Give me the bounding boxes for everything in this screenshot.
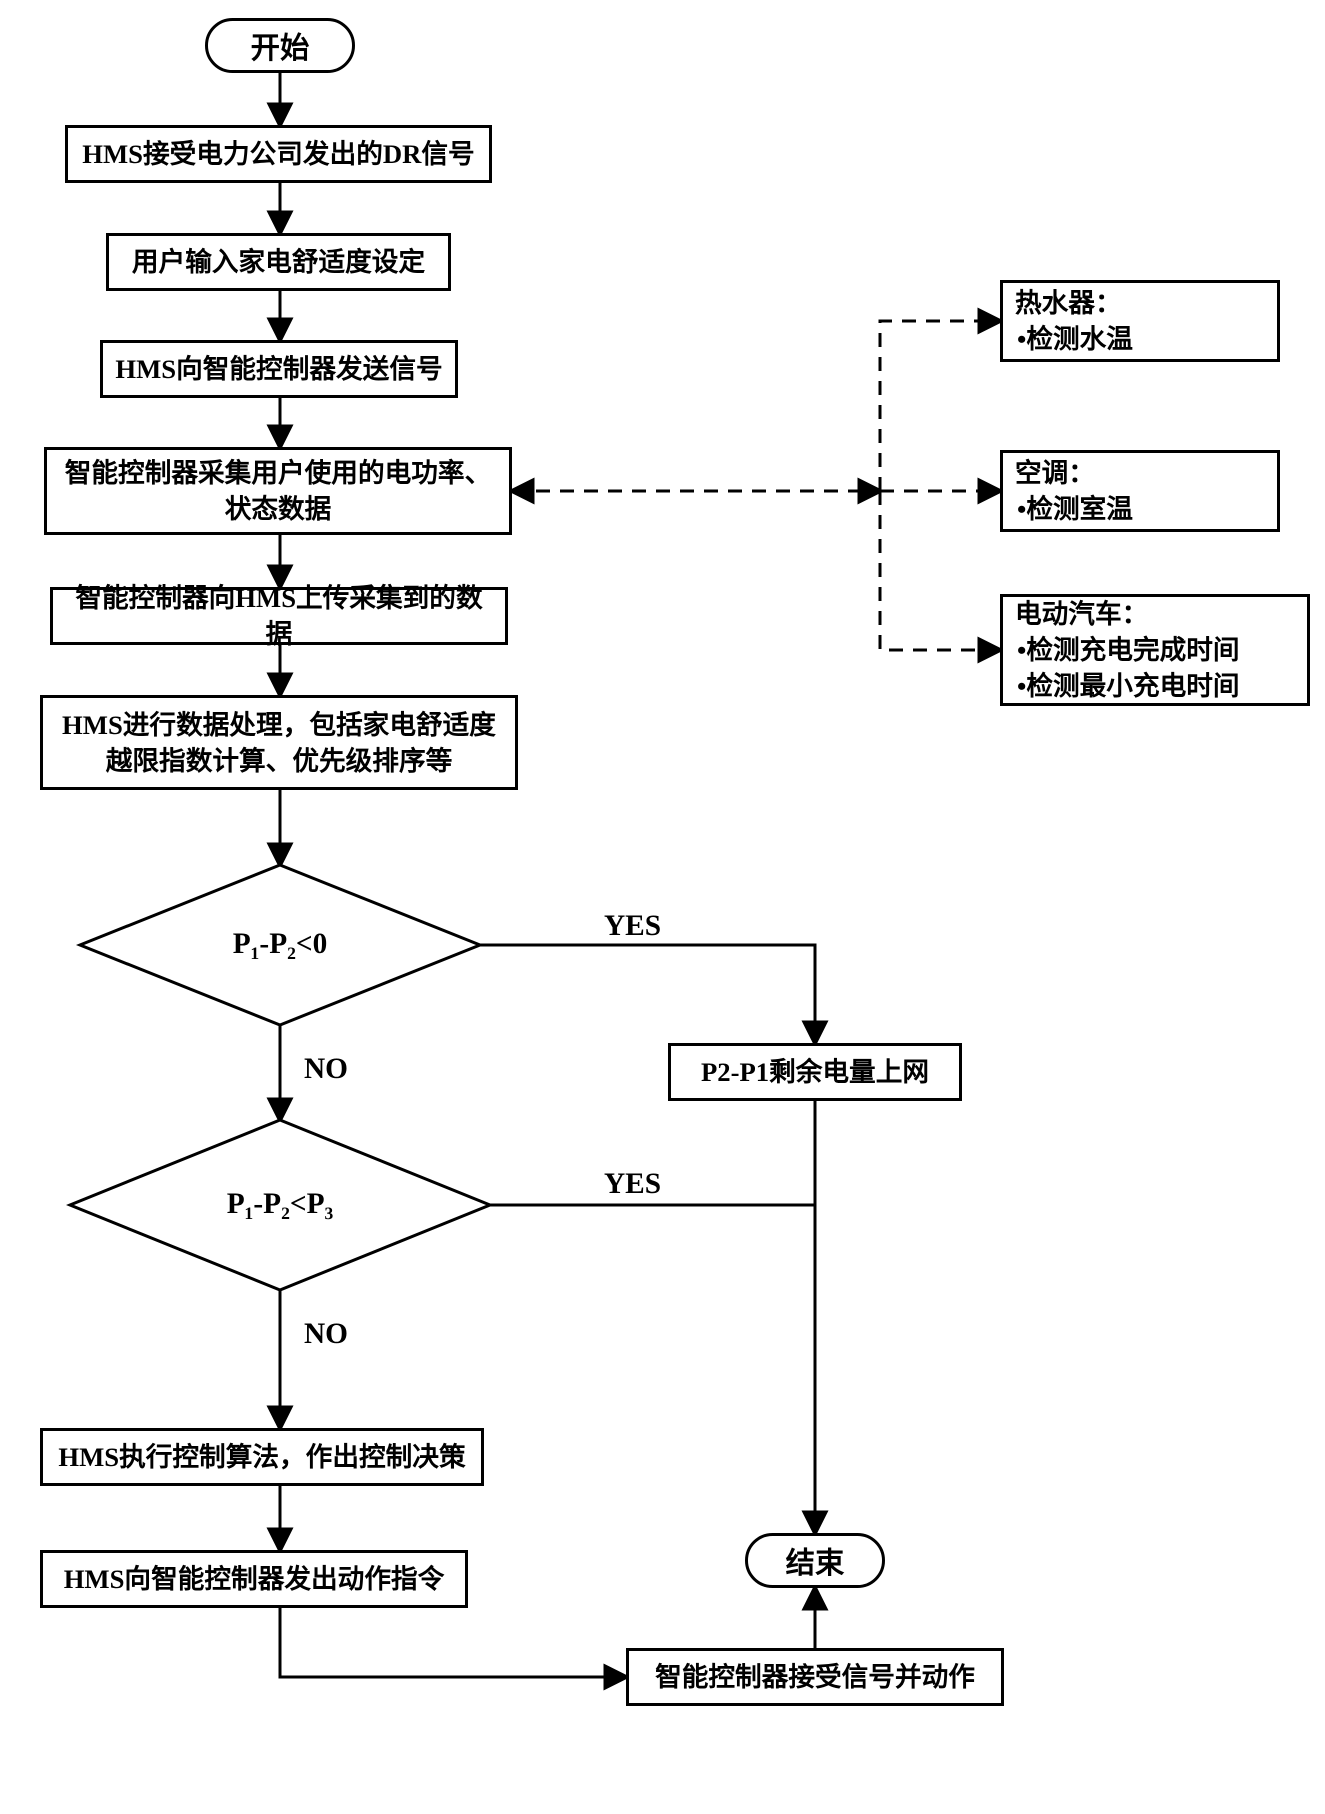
p3-text: HMS向智能控制器发送信号 xyxy=(115,351,442,387)
p5-text: 智能控制器向HMS上传采集到的数据 xyxy=(65,580,493,652)
process-p10: 智能控制器接受信号并动作 xyxy=(626,1648,1004,1706)
end-terminator: 结束 xyxy=(745,1533,885,1588)
p8-text: HMS执行控制算法，作出控制决策 xyxy=(58,1439,465,1475)
side-box-ac: 空调： •检测室温 xyxy=(1000,450,1280,532)
p6-text: HMS进行数据处理，包括家电舒适度越限指数计算、优先级排序等 xyxy=(55,707,503,779)
edge xyxy=(280,1608,626,1677)
p4-text: 智能控制器采集用户使用的电功率、状态数据 xyxy=(59,455,497,527)
process-p7: P2-P1剩余电量上网 xyxy=(668,1043,962,1101)
process-p9: HMS向智能控制器发出动作指令 xyxy=(40,1550,468,1608)
edge xyxy=(490,1205,815,1500)
edge xyxy=(880,321,1000,491)
d2-yes-text: YES xyxy=(604,1168,661,1200)
side-box-ev: 电动汽车： •检测充电完成时间 •检测最小充电时间 xyxy=(1000,594,1310,706)
end-label: 结束 xyxy=(786,1540,845,1582)
s3-line-1: •检测最小充电时间 xyxy=(1015,668,1240,704)
d2-label: P₁-P₂<P₃ xyxy=(227,1188,334,1220)
s3-line-0: •检测充电完成时间 xyxy=(1015,632,1240,668)
s1-line-0: •检测水温 xyxy=(1015,321,1133,357)
process-p5: 智能控制器向HMS上传采集到的数据 xyxy=(50,587,508,645)
d1-label: P₁-P₂<0 xyxy=(233,928,328,960)
process-p2: 用户输入家电舒适度设定 xyxy=(106,233,451,291)
p7-text: P2-P1剩余电量上网 xyxy=(701,1054,929,1090)
d1-yes-text: YES xyxy=(604,910,661,942)
p10-text: 智能控制器接受信号并动作 xyxy=(655,1659,975,1695)
d1-no-text: NO xyxy=(304,1053,348,1085)
s3-title: 电动汽车： xyxy=(1015,596,1240,632)
process-p8: HMS执行控制算法，作出控制决策 xyxy=(40,1428,484,1486)
d1-yes-label: YES xyxy=(600,910,665,943)
s2-line-0: •检测室温 xyxy=(1015,491,1133,527)
process-p6: HMS进行数据处理，包括家电舒适度越限指数计算、优先级排序等 xyxy=(40,695,518,790)
edge xyxy=(880,491,1000,650)
process-p1: HMS接受电力公司发出的DR信号 xyxy=(65,125,492,183)
start-terminator: 开始 xyxy=(205,18,355,73)
d1-no-label: NO xyxy=(300,1053,352,1086)
p9-text: HMS向智能控制器发出动作指令 xyxy=(64,1561,445,1597)
s2-title: 空调： xyxy=(1015,455,1133,491)
process-p4: 智能控制器采集用户使用的电功率、状态数据 xyxy=(44,447,512,535)
decision-d2-text: P₁-P₂<P₃ xyxy=(170,1188,390,1221)
process-p3: HMS向智能控制器发送信号 xyxy=(100,340,458,398)
s1-title: 热水器： xyxy=(1015,285,1133,321)
d2-yes-label: YES xyxy=(600,1168,665,1201)
d2-no-text: NO xyxy=(304,1318,348,1350)
start-label: 开始 xyxy=(251,25,310,67)
p2-text: 用户输入家电舒适度设定 xyxy=(132,244,425,280)
p1-text: HMS接受电力公司发出的DR信号 xyxy=(82,136,474,172)
decision-d1-text: P₁-P₂<0 xyxy=(180,928,380,961)
d2-no-label: NO xyxy=(300,1318,352,1351)
side-box-heater: 热水器： •检测水温 xyxy=(1000,280,1280,362)
edge xyxy=(480,945,815,1043)
